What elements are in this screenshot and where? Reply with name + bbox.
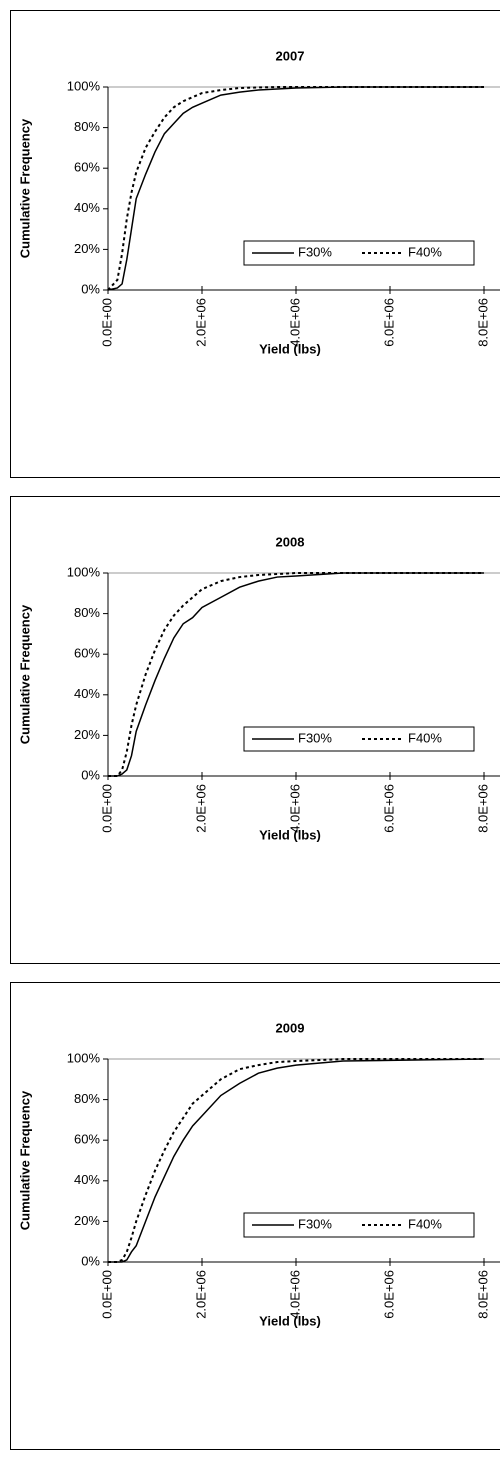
x-tick-label: 6.0E+06 [381, 298, 396, 347]
y-tick-label: 0% [81, 281, 100, 296]
chart-frame [10, 10, 500, 478]
y-tick-label: 0% [81, 1253, 100, 1268]
x-tick-label: 2.0E+06 [193, 298, 208, 347]
chart: 2008 Cumulative Frequency Yield (lbs) 0% 20%… [17, 534, 500, 842]
x-tick-label: 8.0E+06 [475, 298, 490, 347]
x-tick-label: 4.0E+06 [287, 1270, 302, 1319]
y-tick-label: 20% [74, 241, 100, 256]
y-tick-label: 40% [74, 686, 100, 701]
legend: F30% F40% [243, 1212, 475, 1238]
y-tick-label: 20% [74, 1213, 100, 1228]
x-tick-label: 2.0E+06 [193, 1270, 208, 1319]
x-tick-label: 8.0E+06 [475, 1270, 490, 1319]
legend-label: F40% [408, 244, 442, 259]
y-tick-label: 80% [74, 1091, 100, 1106]
series-line [108, 572, 484, 777]
y-tick-label: 80% [74, 119, 100, 134]
y-tick-label: 20% [74, 727, 100, 742]
chart-frame [10, 496, 500, 964]
y-tick-label: 60% [74, 160, 100, 175]
chart-title: 2007 [276, 48, 305, 63]
y-tick-label: 0% [81, 767, 100, 782]
series-line [107, 86, 484, 291]
legend-label: F40% [408, 1216, 442, 1231]
x-tick-label: 0.0E+00 [99, 298, 114, 347]
legend-label: F30% [298, 730, 332, 745]
x-tick-label: 6.0E+06 [381, 1270, 396, 1319]
series-line [108, 1058, 484, 1263]
y-tick-label: 100% [67, 564, 101, 579]
series-line [108, 572, 484, 777]
chart: 2007 Cumulative Frequency Yield (lbs) 0% 20%… [17, 48, 500, 356]
x-tick-label: 6.0E+06 [381, 784, 396, 833]
x-axis-label: Yield (lbs) [259, 1313, 321, 1328]
x-tick-label: 4.0E+06 [287, 298, 302, 347]
legend-label: F30% [298, 1216, 332, 1231]
legend-label: F30% [298, 244, 332, 259]
y-tick-label: 40% [74, 1172, 100, 1187]
y-tick-label: 40% [74, 200, 100, 215]
y-axis-label: Cumulative Frequency [17, 118, 32, 258]
chart-frame [10, 982, 500, 1450]
legend-box [243, 240, 475, 266]
x-axis-label: Yield (lbs) [259, 341, 321, 356]
legend: F30% F40% [243, 726, 475, 752]
y-tick-label: 80% [74, 605, 100, 620]
legend-label: F40% [408, 730, 442, 745]
chart-title: 2008 [276, 534, 305, 549]
x-tick-label: 4.0E+06 [287, 784, 302, 833]
x-tick-label: 2.0E+06 [193, 784, 208, 833]
chart: 2009 Cumulative Frequency Yield (lbs) 0% 20%… [17, 1020, 500, 1328]
y-tick-label: 60% [74, 1132, 100, 1147]
y-axis-label: Cumulative Frequency [17, 1090, 32, 1230]
x-axis-label: Yield (lbs) [259, 827, 321, 842]
series-line [108, 1058, 485, 1263]
chart-title: 2009 [276, 1020, 305, 1035]
y-tick-label: 100% [67, 78, 101, 93]
x-tick-label: 0.0E+00 [99, 784, 114, 833]
x-tick-label: 0.0E+00 [99, 1270, 114, 1319]
series-line [107, 86, 484, 291]
y-axis-label: Cumulative Frequency [17, 604, 32, 744]
y-tick-label: 100% [67, 1050, 101, 1065]
y-tick-label: 60% [74, 646, 100, 661]
x-tick-label: 8.0E+06 [475, 784, 490, 833]
legend: F30% F40% [243, 240, 475, 266]
